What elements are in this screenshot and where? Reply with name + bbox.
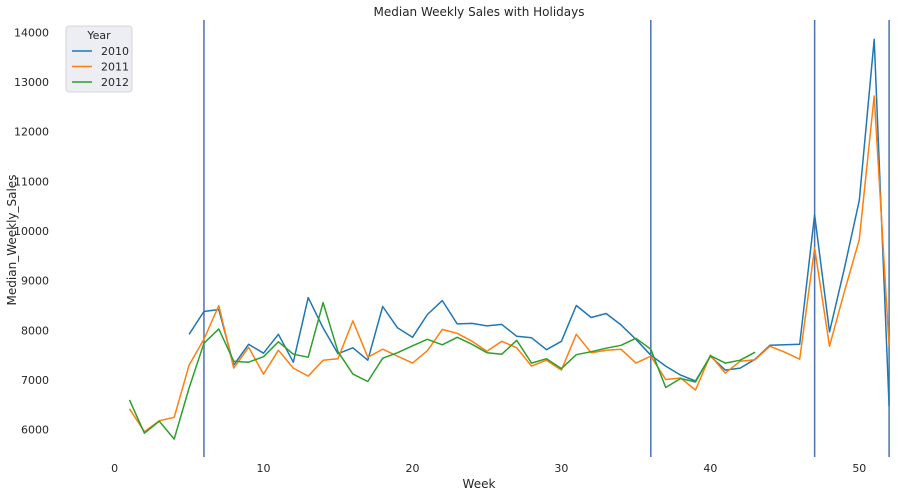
chart-title: Median Weekly Sales with Holidays	[374, 5, 585, 19]
x-tick-label: 20	[405, 462, 419, 475]
y-tick-label: 14000	[14, 26, 49, 39]
holiday-lines	[203, 20, 890, 457]
legend-title: Year	[86, 29, 111, 42]
y-tick-label: 13000	[14, 76, 49, 89]
series-line-2010	[188, 38, 890, 407]
legend-label-2010: 2010	[101, 45, 129, 58]
legend-label-2012: 2012	[101, 76, 129, 89]
y-tick-label: 10000	[14, 225, 49, 238]
legend-items: 2010 2011 2012	[72, 45, 129, 89]
legend-box	[65, 25, 133, 93]
y-tick-label: 8000	[21, 324, 49, 337]
legend: Year 2010 2011 2012	[65, 25, 133, 93]
x-tick-label: 50	[852, 462, 866, 475]
x-axis-ticks: 0 10 20 30 40 50	[111, 462, 866, 475]
y-tick-label: 12000	[14, 126, 49, 139]
y-axis-title: Median_Weekly_Sales	[5, 175, 19, 306]
x-axis-title: Week	[463, 477, 496, 491]
y-tick-label: 11000	[14, 175, 49, 188]
y-axis-ticks: 6000 7000 8000 9000 10000 11000 12000 13000 1400…	[14, 26, 49, 436]
x-tick-label: 10	[257, 462, 271, 475]
x-tick-label: 0	[111, 462, 118, 475]
series-lines	[128, 38, 890, 440]
y-tick-label: 9000	[21, 275, 49, 288]
y-tick-label: 6000	[21, 424, 49, 437]
x-tick-label: 40	[703, 462, 717, 475]
y-tick-label: 7000	[21, 374, 49, 387]
legend-label-2011: 2011	[101, 61, 129, 74]
x-tick-label: 30	[554, 462, 568, 475]
series-line-2011	[128, 95, 890, 433]
series-line-2012	[128, 301, 756, 440]
